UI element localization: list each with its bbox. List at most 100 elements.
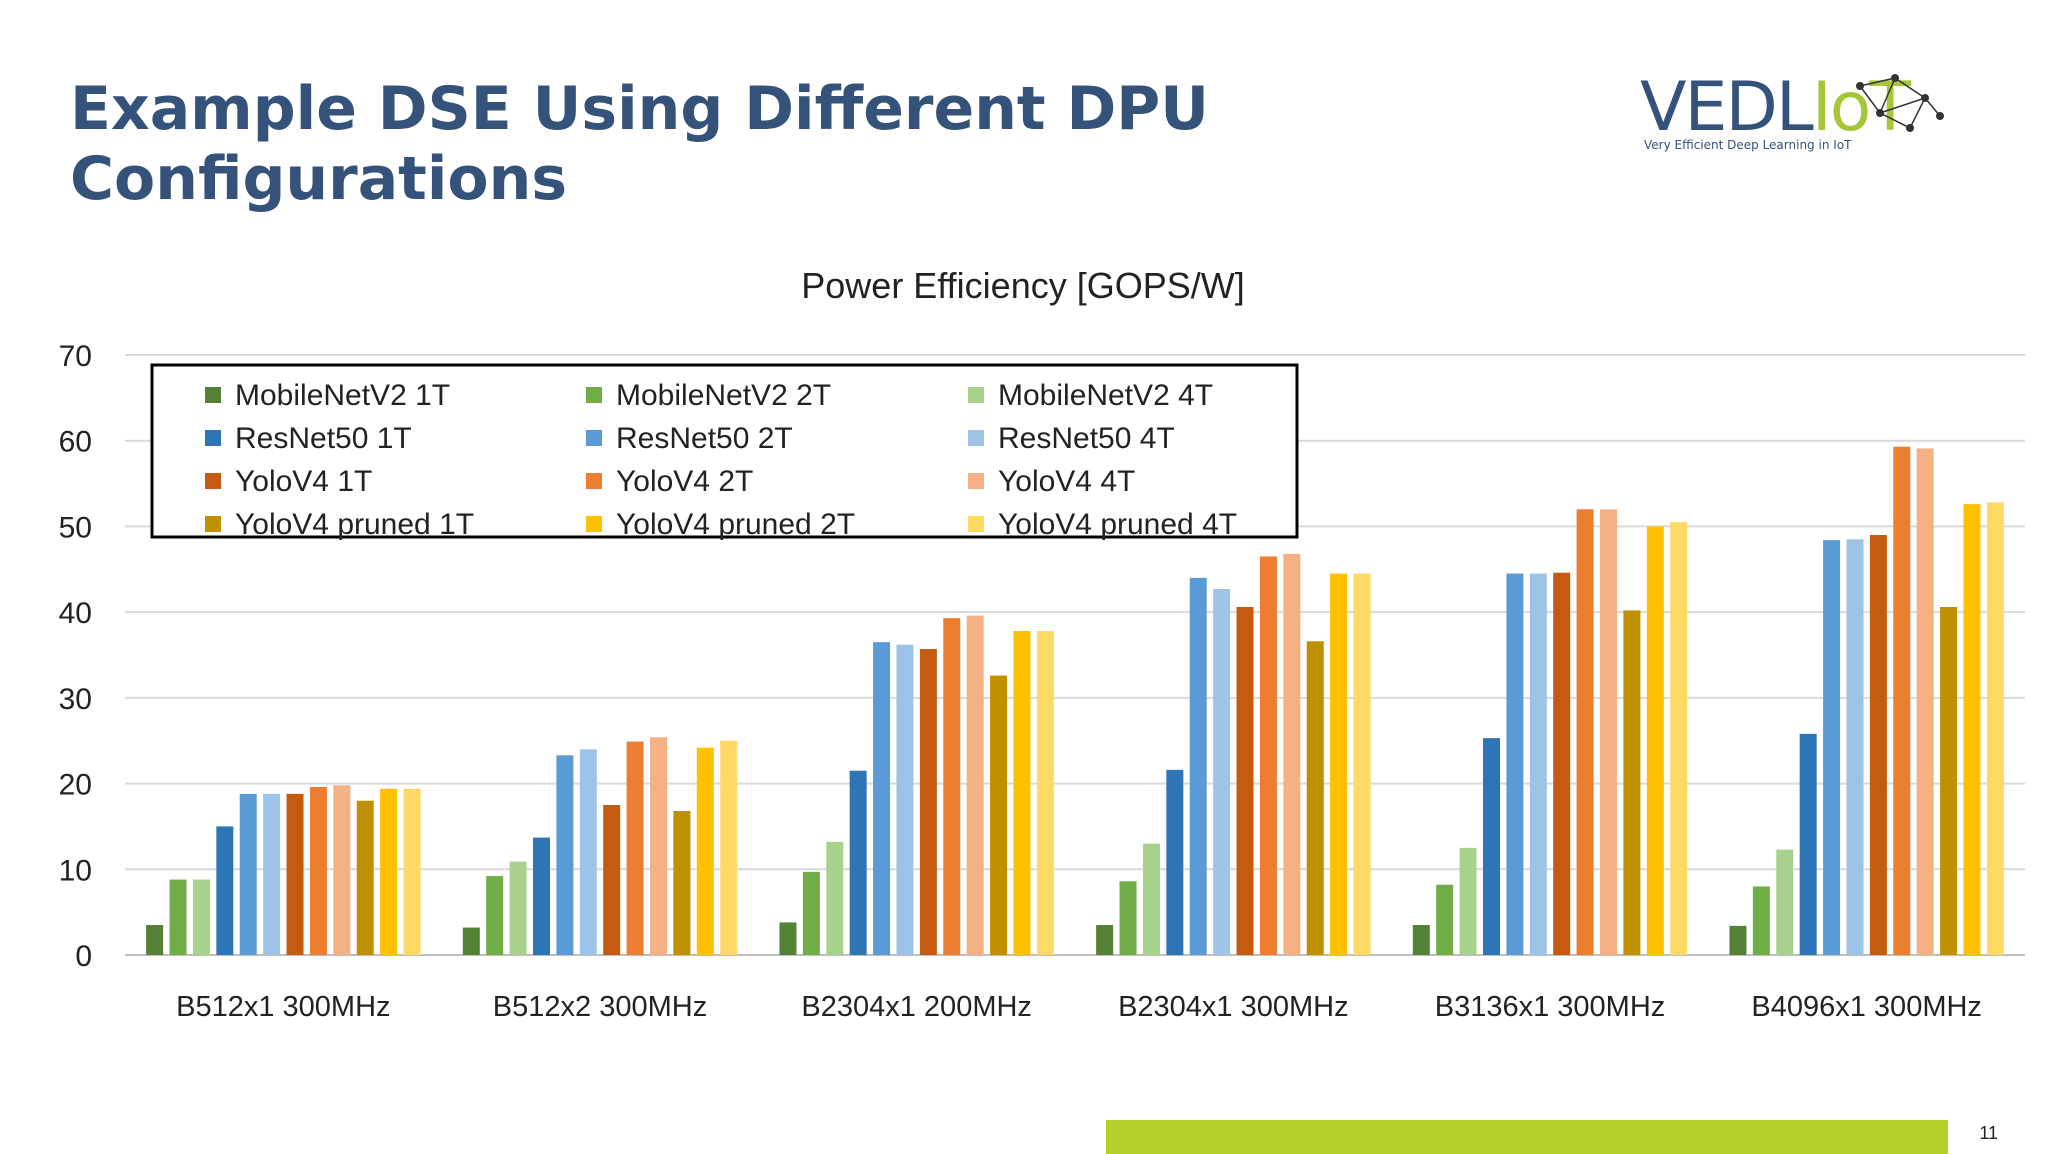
legend-swatch xyxy=(586,430,602,446)
bar xyxy=(1283,553,1301,955)
bar xyxy=(826,841,844,955)
bar xyxy=(1623,610,1641,955)
y-tick-label: 30 xyxy=(59,683,92,716)
page-number: 11 xyxy=(1979,1123,1998,1143)
bar xyxy=(673,811,691,955)
x-tick-label: B512x2 300MHz xyxy=(493,991,707,1023)
network-graph-icon xyxy=(1856,74,1944,132)
bar xyxy=(1729,925,1747,955)
legend-swatch xyxy=(586,473,602,489)
y-tick-label: 10 xyxy=(59,854,92,887)
y-tick-label: 40 xyxy=(59,597,92,630)
bar xyxy=(239,793,257,955)
bar xyxy=(1846,539,1864,955)
bar xyxy=(1483,738,1500,955)
legend-swatch xyxy=(205,387,221,403)
x-tick-label: B3136x1 300MHz xyxy=(1435,991,1666,1023)
y-tick-label: 60 xyxy=(59,426,92,459)
bar xyxy=(1330,573,1348,955)
bar xyxy=(1236,607,1254,955)
bar xyxy=(216,826,234,955)
x-tick-label: B2304x1 300MHz xyxy=(1118,991,1349,1023)
bar xyxy=(1353,573,1371,955)
bar xyxy=(356,800,374,955)
bar xyxy=(1529,573,1547,955)
legend-label: YoloV4 pruned 2T xyxy=(616,508,855,541)
bar xyxy=(1670,522,1688,955)
bar xyxy=(286,793,304,955)
bar xyxy=(849,770,867,955)
bar xyxy=(333,785,351,955)
bar xyxy=(146,925,164,955)
bar xyxy=(779,922,797,955)
legend-swatch xyxy=(586,516,602,532)
bar xyxy=(696,747,714,955)
bar xyxy=(1799,733,1817,955)
bar xyxy=(1553,572,1571,955)
bar xyxy=(1823,540,1841,955)
x-tick-label: B2304x1 200MHz xyxy=(801,991,1032,1023)
bar xyxy=(1940,607,1958,955)
bar xyxy=(1600,509,1617,955)
bar xyxy=(650,737,667,955)
chart-title: Power Efficiency [GOPS/W] xyxy=(801,265,1244,306)
bar xyxy=(626,741,644,955)
legend-label: MobileNetV2 2T xyxy=(616,379,831,412)
slide-title-line-2: Configurations xyxy=(70,144,568,214)
legend-label: MobileNetV2 4T xyxy=(998,379,1213,412)
bar xyxy=(1986,502,2004,955)
legend-label: ResNet50 2T xyxy=(616,422,793,455)
legend-label: ResNet50 4T xyxy=(998,422,1175,455)
legend-swatch xyxy=(205,473,221,489)
bar xyxy=(1096,925,1114,955)
bar xyxy=(556,755,574,955)
bar xyxy=(579,749,597,955)
bar xyxy=(403,788,421,955)
bar xyxy=(462,927,480,955)
bar xyxy=(873,642,891,955)
x-tick-label: B4096x1 300MHz xyxy=(1751,991,1982,1023)
bar xyxy=(1036,631,1054,955)
bar xyxy=(263,793,281,955)
legend-label: YoloV4 pruned 1T xyxy=(235,508,474,541)
y-tick-label: 0 xyxy=(75,940,92,973)
bar xyxy=(1142,843,1160,955)
bar xyxy=(990,675,1008,955)
legend-swatch xyxy=(968,430,984,446)
bar xyxy=(943,618,961,955)
bar xyxy=(1752,886,1770,955)
y-tick-label: 70 xyxy=(59,340,92,373)
legend-swatch xyxy=(968,516,984,532)
bar xyxy=(1436,884,1454,955)
bar xyxy=(1213,589,1231,955)
bar xyxy=(966,615,984,955)
slide-title-line-1: Example DSE Using Different DPU xyxy=(70,74,1209,144)
bar xyxy=(1916,448,1934,955)
legend-label: YoloV4 1T xyxy=(235,465,372,498)
legend-swatch xyxy=(586,387,602,403)
footer-accent-bar xyxy=(1106,1120,1948,1154)
legend-box xyxy=(150,363,1299,539)
bar xyxy=(1119,881,1137,955)
bar xyxy=(1189,577,1207,955)
legend-label: MobileNetV2 1T xyxy=(235,379,450,412)
legend-swatch xyxy=(968,387,984,403)
bar xyxy=(1412,925,1430,955)
legend-swatch xyxy=(205,430,221,446)
bar xyxy=(919,649,937,955)
bar xyxy=(1646,526,1664,955)
bar xyxy=(192,879,210,955)
slide-title: Example DSE Using Different DPU Configur… xyxy=(70,74,1209,214)
bar xyxy=(1893,446,1911,955)
legend-label: YoloV4 4T xyxy=(998,465,1135,498)
logo-tagline: Very Efficient Deep Learning in IoT xyxy=(1644,138,1852,152)
bar xyxy=(1013,631,1031,955)
bar xyxy=(603,805,621,955)
legend-label: ResNet50 1T xyxy=(235,422,412,455)
x-tick-label: B512x1 300MHz xyxy=(176,991,390,1023)
bar xyxy=(720,740,738,955)
legend-label: YoloV4 2T xyxy=(616,465,753,498)
bar xyxy=(1459,847,1477,955)
bar xyxy=(1259,556,1277,955)
bar xyxy=(802,871,820,955)
